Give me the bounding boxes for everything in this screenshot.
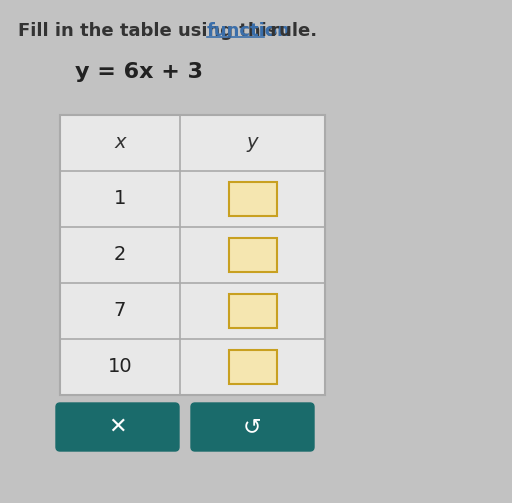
Text: function: function <box>206 22 290 40</box>
Bar <box>228 350 276 384</box>
Bar <box>60 115 325 395</box>
Text: y: y <box>247 133 258 152</box>
Bar <box>228 238 276 272</box>
Text: Fill in the table using this: Fill in the table using this <box>18 22 284 40</box>
Bar <box>228 294 276 328</box>
FancyBboxPatch shape <box>191 403 314 451</box>
Text: rule.: rule. <box>264 22 317 40</box>
Text: ✕: ✕ <box>108 417 127 437</box>
Text: x: x <box>114 133 126 152</box>
Text: 2: 2 <box>114 245 126 265</box>
Text: 1: 1 <box>114 190 126 209</box>
Text: y = 6x + 3: y = 6x + 3 <box>75 62 203 82</box>
Text: 7: 7 <box>114 301 126 320</box>
FancyBboxPatch shape <box>56 403 179 451</box>
Bar <box>228 182 276 216</box>
Text: ↺: ↺ <box>243 417 262 437</box>
Text: 10: 10 <box>108 358 132 377</box>
